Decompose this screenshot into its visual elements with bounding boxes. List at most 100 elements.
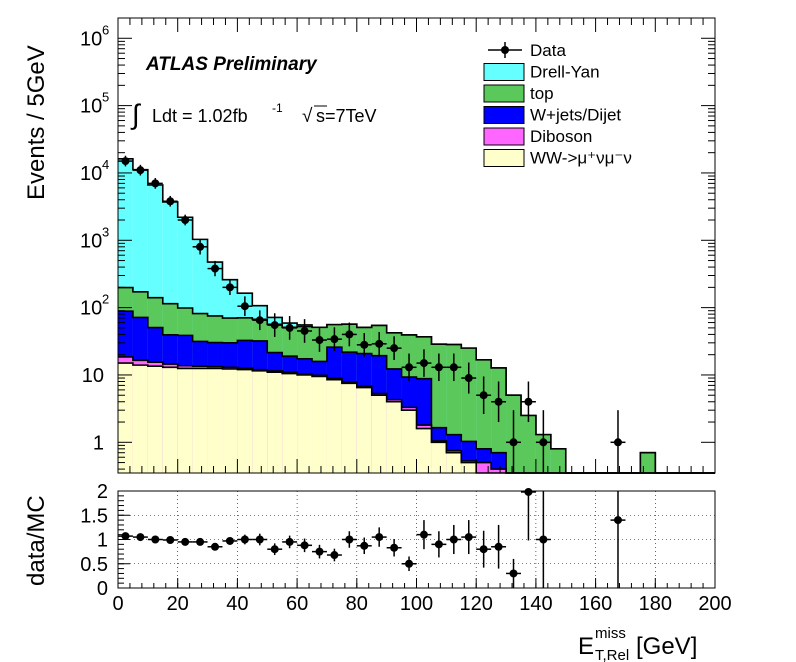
stack-bin [401,410,417,473]
data-marker [330,335,339,344]
stack-bin [177,368,193,473]
data-point [520,381,536,423]
ratio-point [356,537,372,555]
y-tick-label: 10 [80,230,102,252]
y-tick-label: 10 [80,163,102,185]
ratio-marker [315,547,324,556]
data-marker [345,330,354,339]
x-tick-label: 100 [400,593,433,615]
x-tick-label: 160 [579,593,612,615]
ratio-marker [419,530,428,539]
ratio-marker [434,540,443,549]
y-tick-exponent: 3 [102,224,109,239]
ratio-marker [136,533,145,542]
stack-bin [341,383,357,473]
ratio-point [326,548,342,562]
atlas-label: ATLAS Preliminary [145,54,318,75]
ratio-marker [345,535,354,544]
ratio-marker [151,535,160,544]
data-point [371,331,387,356]
ratio-point [237,534,253,545]
data-point [237,296,253,317]
ratio-marker [330,551,339,560]
ratio-point [207,542,223,551]
ratio-marker [509,569,518,578]
ratio-point [177,537,193,546]
data-marker [240,302,249,311]
y-tick-exponent: 6 [102,22,109,37]
stack-bin [386,401,402,473]
data-point [461,362,477,394]
data-point [312,328,327,352]
stack-bin [520,415,536,473]
y-tick-label: 10 [82,365,104,387]
data-point [341,322,357,347]
data-marker [315,336,324,345]
ratio-marker [181,537,190,546]
ratio-point [118,532,133,541]
data-marker [136,166,145,175]
legend-swatch [483,127,525,146]
ratio-point [476,530,492,568]
x-tick-label: 140 [519,593,552,615]
data-marker [405,363,414,372]
data-marker [464,374,473,383]
ratio-marker [494,542,503,551]
ratio-point [386,539,402,557]
data-marker [360,340,369,349]
y-tick-exponent: 2 [102,292,109,307]
energy-text: s=7TeV [316,106,377,126]
ratio-point [401,556,417,572]
x-tick-label: 60 [286,593,308,615]
stacked-backgrounds [118,158,715,474]
ratio-point [446,524,462,555]
ratio-point [610,491,626,588]
x-tick-label: 0 [112,593,123,615]
stack-bin [207,368,223,473]
data-point [446,353,462,382]
data-point [267,313,283,337]
ratio-point [461,520,477,555]
ratio-point [491,524,507,569]
data-point [222,279,238,296]
x-axis-title-main: E [578,633,594,660]
legend-label: Drell-Yan [530,63,600,82]
data-marker [121,157,130,166]
stack-ww- [118,362,715,474]
data-point [535,410,551,473]
stack-bin [252,370,268,473]
x-tick-label: 40 [226,593,248,615]
ratio-plot-frame [117,490,716,589]
legend-data-marker [501,46,509,54]
data-point [416,349,432,377]
data-marker [613,438,622,447]
data-marker [539,438,548,447]
x-axis-title-sub: T,Rel [595,647,629,662]
data-point [118,155,133,167]
data-marker [270,321,279,330]
ratio-point [282,535,298,549]
stack-bin [371,395,387,473]
legend-swatch [483,149,525,167]
data-point [177,214,193,226]
stack-bin [476,462,492,473]
legend: Data Drell-Yan top W+jets/Dijet Diboson WW->μ… [483,41,632,168]
ratio-marker [166,535,175,544]
stack-bin [147,366,163,473]
legend-entry: top [483,84,554,103]
ratio-marker [613,516,622,525]
legend-entry: W+jets/Dijet [483,106,621,125]
data-marker [524,397,533,406]
y-tick-exponent: 4 [102,157,109,172]
ratio-point [132,533,148,542]
stack-bin [282,373,298,473]
ratio-point [267,543,283,556]
stack-bin [550,448,566,473]
stack-bin [162,367,178,473]
stack-bin [267,372,283,473]
data-marker [390,344,399,353]
stack-bin [640,452,656,473]
ratio-marker [225,536,234,545]
data-point [162,195,178,207]
